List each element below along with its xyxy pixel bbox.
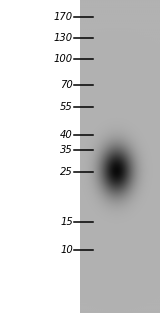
Text: 25: 25 [60,167,73,177]
Text: 10: 10 [60,245,73,255]
Text: 55: 55 [60,102,73,112]
Text: 70: 70 [60,80,73,90]
Text: 35: 35 [60,145,73,155]
Text: 170: 170 [54,12,73,22]
Text: 100: 100 [54,54,73,64]
Text: 40: 40 [60,130,73,140]
Bar [0,0,80,313]
Text: 15: 15 [60,217,73,227]
Text: 130: 130 [54,33,73,43]
Bar [80,0,160,313]
